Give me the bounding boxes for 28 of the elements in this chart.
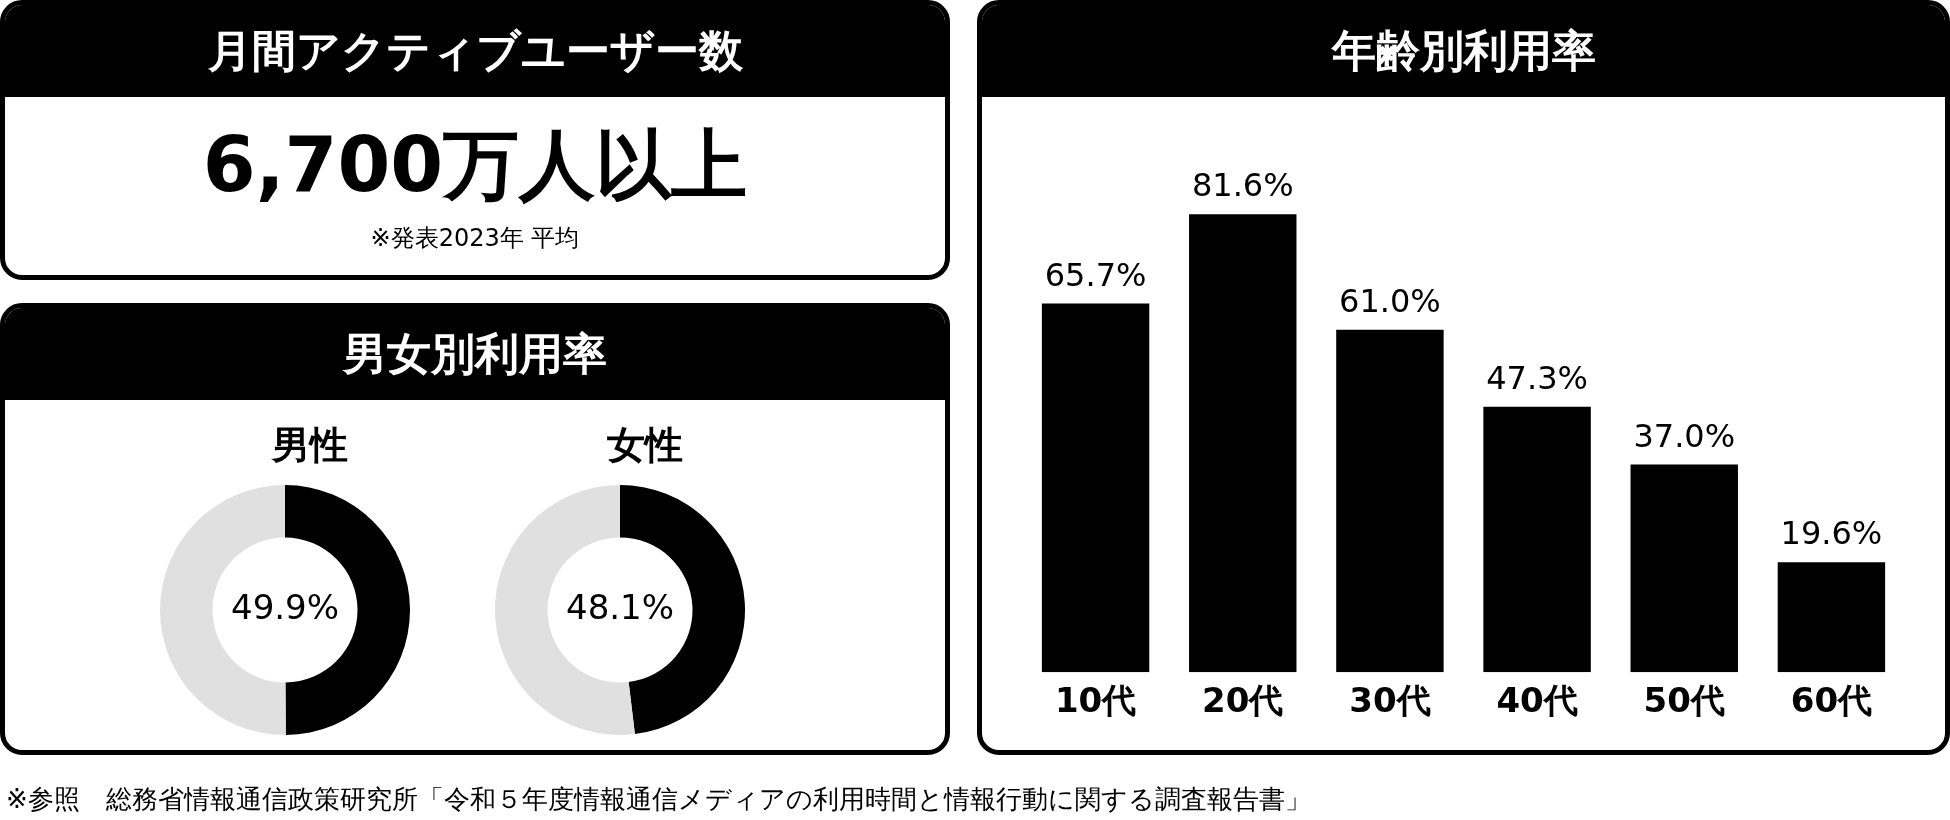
x-tick-label: 60代: [1790, 680, 1873, 721]
chart-title: 女性: [606, 422, 684, 469]
text: ※発表2023年 平均: [369, 223, 581, 254]
chart-title: 男性: [270, 422, 349, 469]
bar: [1630, 464, 1738, 673]
text: 男女別利用率: [5, 308, 945, 400]
data-label: 65.7%: [1044, 255, 1147, 294]
text: ※参照 総務省情報通信政策研究所「令和５年度情報通信メディアの利用時間と情報行動に関する調査報告書」: [6, 783, 1311, 816]
data-label: 19.6%: [1780, 514, 1883, 553]
data-label: 49.9%: [230, 586, 340, 627]
x-tick-label: 10代: [1054, 680, 1137, 721]
bar: [1041, 303, 1150, 673]
data-label: 37.0%: [1633, 416, 1736, 455]
bar: [1777, 562, 1886, 673]
bar: [1189, 214, 1297, 673]
x-tick-label: 40代: [1496, 680, 1578, 721]
x-tick-label: 30代: [1349, 680, 1431, 721]
data-label: 81.6%: [1191, 166, 1294, 205]
bar: [1483, 406, 1591, 673]
x-tick-label: 20代: [1202, 680, 1284, 721]
data-label: 47.3%: [1486, 359, 1588, 397]
bar: [1336, 329, 1444, 673]
text: 6,700万人以上: [201, 119, 749, 211]
x-tick-label: 50代: [1643, 680, 1725, 721]
chart-title: 年齢別利用率: [982, 5, 1945, 97]
text: 月間アクティブユーザー数: [5, 5, 945, 97]
data-label: 48.1%: [565, 586, 675, 627]
data-label: 61.0%: [1339, 282, 1441, 321]
